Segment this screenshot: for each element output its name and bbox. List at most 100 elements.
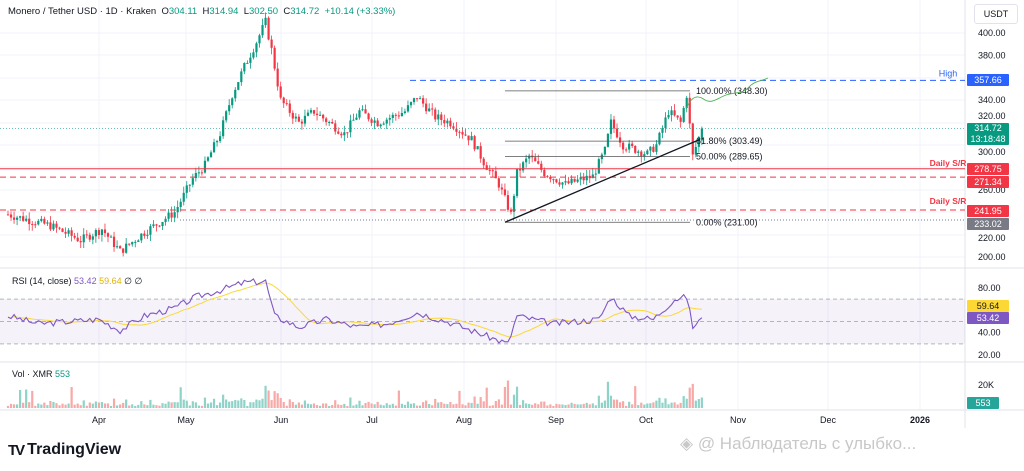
- volume-bar: [573, 403, 576, 408]
- candle-body: [652, 146, 655, 152]
- time-tick: Aug: [456, 415, 472, 425]
- volume-bar: [282, 402, 285, 408]
- candle-body: [312, 110, 316, 114]
- candle-body: [188, 184, 191, 186]
- volume-bar: [449, 402, 452, 408]
- candle-body: [597, 159, 600, 174]
- volume-bar: [285, 405, 288, 408]
- change-value: +10.14 (+3.33%): [324, 6, 396, 17]
- candle-body: [306, 112, 310, 116]
- volume-bar: [425, 400, 428, 408]
- volume-bar: [119, 404, 122, 408]
- candle-body: [394, 114, 397, 116]
- volume-bar: [264, 385, 267, 408]
- volume-bar: [522, 400, 525, 408]
- volume-bar: [219, 402, 222, 408]
- volume-bar: [640, 402, 643, 408]
- candle-body: [194, 172, 197, 179]
- volume-bar: [158, 405, 161, 408]
- tradingview-logo-icon: TV: [8, 441, 25, 459]
- tradingview-wordmark: TradingView: [27, 441, 122, 458]
- rsi-tick: 20.00: [978, 350, 1001, 360]
- volume-bar: [482, 401, 485, 408]
- volume-bar: [55, 403, 58, 408]
- volume-bar: [291, 401, 294, 408]
- volume-bar: [134, 405, 137, 408]
- price-tick: 220.00: [978, 233, 1006, 243]
- volume-bar: [388, 404, 391, 408]
- volume-bar: [109, 405, 113, 408]
- fib-level-label: 0.00% (231.00): [696, 217, 758, 227]
- volume-bar: [649, 403, 652, 408]
- currency-button[interactable]: USDT: [974, 4, 1018, 24]
- volume-bar: [464, 405, 467, 408]
- time-tick: Dec: [820, 415, 837, 425]
- candle-body: [222, 120, 225, 137]
- volume-bar: [222, 394, 225, 408]
- candle-body: [55, 223, 58, 228]
- candle-body: [309, 110, 313, 113]
- candle-body: [337, 131, 340, 134]
- candle-body: [191, 178, 194, 185]
- candle-body: [522, 162, 525, 171]
- volume-bar: [349, 397, 352, 408]
- high-value: 314.94: [209, 6, 239, 17]
- volume-bar: [243, 399, 246, 408]
- candle-body: [64, 231, 67, 234]
- candle-body: [9, 214, 13, 218]
- volume-bar: [534, 403, 537, 408]
- fib-level-label: 100.00% (348.30): [696, 86, 768, 96]
- volume-bar: [306, 403, 310, 408]
- candle-body: [58, 227, 61, 229]
- daily-sr-label: Daily S/R: [930, 196, 967, 206]
- volume-bar: [422, 402, 425, 408]
- candle-body: [252, 52, 255, 58]
- volume-bar: [373, 404, 376, 408]
- candle-body: [588, 175, 591, 179]
- volume-bar: [688, 387, 691, 408]
- volume-bar: [549, 404, 552, 408]
- candle-body: [512, 195, 516, 212]
- volume-bar: [355, 404, 358, 408]
- candle-body: [128, 243, 131, 245]
- candle-body: [109, 236, 113, 238]
- volume-bar: [461, 404, 464, 408]
- tradingview-logo[interactable]: TV TradingView: [8, 441, 121, 459]
- volume-bar: [646, 403, 649, 408]
- volume-bar: [625, 405, 628, 408]
- candle-body: [485, 165, 488, 170]
- price-tick: 260.00: [978, 185, 1006, 195]
- candle-body: [455, 128, 458, 132]
- price-tick: 340.00: [978, 95, 1006, 105]
- candle-body: [285, 103, 288, 105]
- candle-body: [158, 225, 161, 227]
- candle-body: [143, 233, 146, 236]
- volume-bar: [267, 390, 270, 408]
- volume-bar: [606, 381, 610, 408]
- low-value: 302.50: [249, 6, 279, 17]
- sr2-price-tag: 271.34: [967, 176, 1009, 188]
- volume-bar: [273, 391, 276, 408]
- candle-body: [264, 17, 267, 26]
- current-price: 314.72: [974, 123, 1002, 133]
- volume-bar: [543, 401, 546, 408]
- candle-body: [609, 119, 613, 134]
- candle-body: [103, 229, 107, 234]
- symbol-title: Monero / Tether USD · 1D · Kraken: [8, 6, 157, 17]
- volume-bar: [403, 404, 407, 408]
- volume-bar: [52, 401, 55, 408]
- volume-bar: [276, 393, 279, 408]
- volume-bar: [34, 405, 37, 408]
- volume-bar: [82, 400, 85, 408]
- candle-body: [561, 182, 564, 185]
- volume-bar: [500, 404, 503, 408]
- volume-bar: [406, 401, 410, 408]
- candle-body: [534, 157, 537, 162]
- price-tick: 200.00: [978, 252, 1006, 262]
- candle-body: [212, 142, 216, 153]
- candle-body: [352, 119, 355, 121]
- candle-body: [288, 103, 291, 113]
- volume-bar: [279, 398, 282, 408]
- volume-bar: [479, 397, 482, 408]
